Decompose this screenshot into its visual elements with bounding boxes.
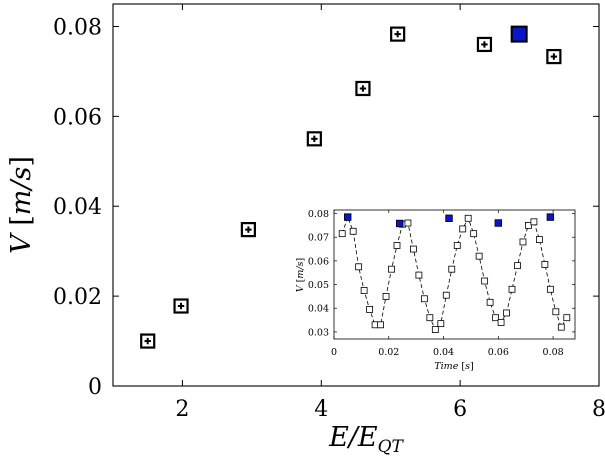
- main-y-tick-label: 0.06: [53, 105, 102, 130]
- inset-highlight-point: [494, 219, 503, 227]
- inset-x-axis-label: Time [s]: [434, 361, 473, 372]
- inset-data-point: [514, 262, 521, 270]
- inset-y-tick-label: 0.07: [308, 233, 329, 244]
- inset-data-point: [470, 230, 478, 238]
- main-data-point: [306, 131, 322, 147]
- inset-plot-frame: [333, 209, 576, 340]
- main-y-tick-label: 0: [88, 375, 102, 400]
- main-y-axis-label: V [m/s]: [6, 156, 37, 254]
- inset-y-tick-label: 0.05: [308, 280, 329, 291]
- inset-highlight-point: [445, 214, 453, 222]
- inset-y-tick-label: 0.06: [308, 256, 329, 267]
- inset-data-point: [415, 271, 423, 279]
- inset-y-ticks: 0.03 0.04 0.05 0.06 0.07 0.08: [308, 209, 575, 338]
- inset-data-point: [448, 265, 456, 273]
- inset-data-point: [366, 306, 374, 313]
- inset-x-tick-label: 0: [331, 347, 337, 358]
- inset-x-tick-label: 0.06: [488, 347, 509, 358]
- inset-data-point: [497, 319, 505, 326]
- main-x-ticks: 2 4 6 8: [175, 4, 605, 422]
- main-x-tick-label: 6: [453, 397, 467, 422]
- main-y-tick-label: 0.04: [53, 195, 102, 220]
- inset-data-point: [420, 295, 428, 303]
- inset-data-point: [519, 238, 527, 246]
- main-data-point: [390, 26, 406, 42]
- inset-data-point: [557, 323, 565, 331]
- main-y-tick-label: 0.08: [53, 15, 102, 40]
- inset-data-point: [442, 291, 450, 299]
- inset-data-point: [459, 225, 467, 233]
- inset-data-point: [404, 219, 412, 227]
- inset-highlight-point: [396, 219, 404, 228]
- inset-data-point: [492, 314, 499, 322]
- inset-data-point: [377, 321, 384, 329]
- inset-data-point: [530, 218, 538, 226]
- main-x-tick-label: 8: [592, 397, 605, 422]
- inset-data-point: [464, 214, 472, 222]
- inset-y-tick-label: 0.08: [308, 209, 329, 220]
- inset-data-point: [475, 252, 483, 260]
- inset-data-point: [486, 298, 494, 306]
- inset-y-tick-label: 0.04: [308, 304, 329, 315]
- inset-x-tick-label: 0.02: [378, 347, 399, 358]
- inset-data-point: [349, 227, 357, 235]
- main-data-point: [510, 25, 528, 43]
- inset-data-point: [410, 245, 417, 253]
- inset-data-point: [481, 277, 489, 285]
- inset-y-tick-label: 0.03: [308, 327, 329, 338]
- inset-data-point: [453, 242, 461, 249]
- inset-highlight-point: [343, 213, 352, 221]
- main-x-tick-label: 4: [314, 397, 328, 422]
- main-plot: 2 4 6 8 0 0.02 0.04 0.06 0.08 E/EQT V [m/s]: [6, 3, 605, 457]
- inset-data-point: [541, 261, 549, 268]
- inset-data-point: [431, 326, 439, 333]
- inset-data-point: [503, 309, 510, 317]
- main-plot-frame: [112, 3, 600, 387]
- inset-data-point: [355, 263, 363, 271]
- main-data-points: [140, 25, 562, 349]
- inset-data-point: [388, 265, 395, 273]
- inset-data-point: [546, 285, 554, 293]
- inset-data-point: [508, 285, 516, 293]
- main-y-tick-label: 0.02: [53, 285, 102, 310]
- main-x-axis-label: E/EQT: [328, 422, 404, 457]
- inset-data-point: [552, 308, 560, 316]
- main-data-point: [173, 298, 189, 314]
- inset-data-point: [393, 242, 401, 249]
- inset-highlight-point: [546, 213, 555, 221]
- inset-plot: 0 0.02 0.04 0.06 0.08 0.030.040.050.060.070.…: [295, 197, 585, 372]
- main-data-point: [476, 36, 493, 53]
- inset-data-point: [360, 287, 368, 294]
- main-data-point: [546, 48, 562, 65]
- inset-y-axis-label: V [m/s]: [295, 258, 306, 292]
- main-x-tick-label: 2: [175, 397, 189, 422]
- inset-data-point: [563, 314, 571, 322]
- inset-x-tick-label: 0.04: [433, 347, 454, 358]
- inset-data-point: [338, 230, 346, 238]
- inset-x-tick-label: 0.08: [543, 347, 564, 358]
- inset-data-point: [535, 236, 543, 243]
- main-data-point: [140, 333, 156, 349]
- inset-data-point: [525, 221, 532, 229]
- inset-data-point: [437, 320, 445, 328]
- main-data-point: [355, 80, 371, 97]
- main-y-ticks: 0 0.02 0.04 0.06 0.08: [53, 15, 599, 400]
- inset-data-point: [382, 292, 390, 300]
- inset-x-ticks: 0 0.02 0.04 0.06 0.08: [331, 210, 564, 358]
- main-data-point: [240, 222, 256, 238]
- inset-highlight-points: [343, 213, 555, 228]
- inset-data-point: [426, 314, 434, 322]
